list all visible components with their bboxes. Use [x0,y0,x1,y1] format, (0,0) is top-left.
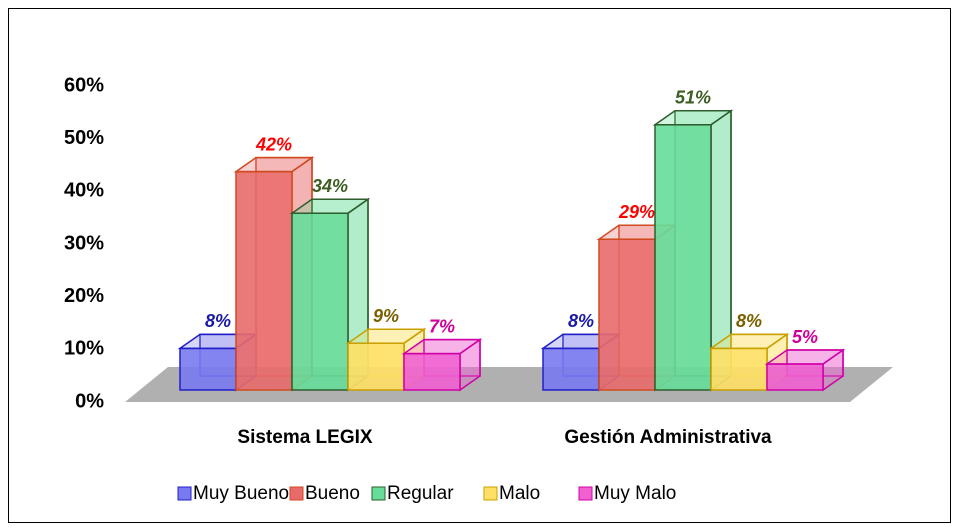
bar-top [764,349,846,365]
x-tick-label: Gestión Administrativa [564,427,772,448]
bar-top [401,338,483,355]
value-label: 29% [618,202,655,222]
bar [654,124,712,391]
legend-swatch [371,486,386,501]
bar-top [652,110,734,126]
chart-border [8,8,951,523]
value-label: 8% [736,311,762,331]
y-tick-label: 20% [64,285,104,307]
y-tick-label: 40% [64,180,104,202]
bar-top [708,333,790,350]
value-label: 42% [255,134,292,154]
bar [403,352,461,391]
bar [598,238,656,391]
value-label: 8% [568,311,594,331]
bar [347,342,405,391]
legend-swatch [578,486,593,501]
legend-swatch [483,486,498,501]
bar [766,363,824,391]
y-tick-label: 60% [64,74,104,96]
value-label: 7% [429,316,455,336]
bar [710,347,768,391]
bar-top [233,156,315,173]
legend-swatch [289,486,304,501]
y-tick-label: 0% [75,390,104,412]
legend-label: Malo [499,483,540,504]
x-tick-label: Sistema LEGIX [237,427,372,448]
value-label: 5% [792,327,818,347]
legend-label: Bueno [305,483,360,504]
value-label: 8% [205,311,231,331]
y-tick-label: 50% [64,127,104,149]
y-tick-label: 30% [64,232,104,254]
bar [291,212,349,391]
bar [179,347,237,391]
bar-top [289,198,371,214]
bar [235,170,293,391]
value-label: 9% [373,306,399,326]
legend-label: Muy Bueno [193,483,289,504]
legend-label: Regular [387,483,454,504]
legend-swatch [177,486,192,501]
bar-top [345,328,427,344]
bar [542,347,600,391]
value-label: 34% [312,176,348,196]
y-tick-label: 10% [64,338,104,360]
legend-label: Muy Malo [594,483,676,504]
value-label: 51% [675,88,711,108]
